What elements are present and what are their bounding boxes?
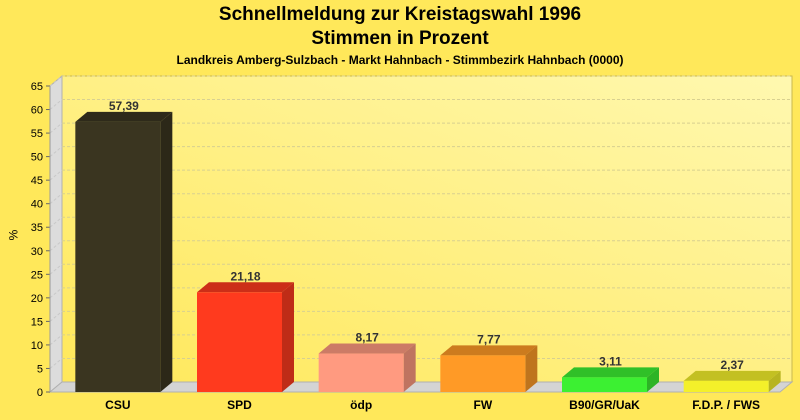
- bar-side: [282, 282, 294, 392]
- bar-FW: [440, 355, 526, 392]
- data-label: 57,39: [109, 99, 139, 113]
- y-tick-label: 30: [31, 246, 43, 258]
- y-tick-label: 40: [31, 199, 43, 211]
- x-tick-label: ödp: [350, 398, 372, 412]
- bar-top: [440, 345, 538, 356]
- gridline-side: [49, 287, 63, 299]
- y-tick-label: 5: [37, 363, 43, 375]
- y-tick-label: 0: [37, 387, 43, 399]
- bar-side: [403, 343, 416, 392]
- y-tick-label: 65: [31, 81, 43, 93]
- bar-top: [75, 111, 173, 122]
- x-tick-label: F.D.P. / FWS: [692, 398, 760, 412]
- x-tick-label: B90/GR/UaK: [569, 398, 640, 412]
- gridline-side: [49, 334, 63, 346]
- gridline-side: [49, 75, 63, 87]
- gridline-side: [49, 169, 63, 181]
- gridline-side: [49, 146, 63, 157]
- bar-side: [647, 367, 659, 392]
- bar-top: [562, 367, 659, 378]
- x-tick-label: SPD: [227, 398, 252, 412]
- gridline-side: [49, 122, 63, 134]
- data-label: 3,11: [599, 354, 622, 368]
- y-tick-label: 20: [31, 293, 43, 305]
- data-label: 21,18: [230, 269, 260, 283]
- plot-back-wall: [61, 75, 793, 383]
- data-label: 7,77: [477, 332, 501, 346]
- y-tick-label: 35: [31, 222, 43, 234]
- data-label: 8,17: [355, 331, 379, 345]
- bar-SPD: [197, 292, 282, 392]
- bar-top: [318, 343, 416, 354]
- y-tick-label: 50: [31, 152, 43, 164]
- gridline-side: [49, 240, 63, 252]
- bar-CSU: [75, 121, 161, 393]
- plot-left-wall: [49, 74, 63, 394]
- data-label: 2,37: [720, 358, 744, 372]
- x-tick-label: FW: [474, 398, 493, 412]
- bar-top: [683, 370, 781, 381]
- y-tick-label: 25: [31, 269, 43, 281]
- y-tick-label: 15: [31, 316, 43, 328]
- chart-title: Schnellmeldung zur Kreistagswahl 1996: [218, 4, 582, 25]
- gridline-side: [49, 311, 63, 322]
- gridline-side: [49, 99, 63, 110]
- chart-subtitle: Stimmen in Prozent: [311, 28, 489, 49]
- gridline-side: [49, 358, 63, 369]
- y-tick-label: 45: [31, 175, 43, 187]
- chart-caption: Landkreis Amberg-Sulzbach - Markt Hahnba…: [176, 53, 624, 67]
- bar-top: [197, 282, 294, 293]
- y-tick-label: 10: [31, 340, 43, 352]
- x-tick-label: CSU: [105, 398, 130, 412]
- bar-B90/GR/UaK: [562, 377, 647, 392]
- gridline-side: [49, 263, 63, 275]
- y-tick-label: 55: [31, 128, 43, 140]
- y-tick-label: 60: [31, 105, 43, 117]
- bar-F.D.P. / FWS: [683, 380, 769, 392]
- gridline-side: [49, 216, 63, 228]
- bar-side: [160, 111, 173, 393]
- bar-ödp: [318, 353, 404, 392]
- bar-side: [768, 370, 781, 392]
- gridline-side: [49, 193, 63, 205]
- bar-side: [525, 345, 538, 392]
